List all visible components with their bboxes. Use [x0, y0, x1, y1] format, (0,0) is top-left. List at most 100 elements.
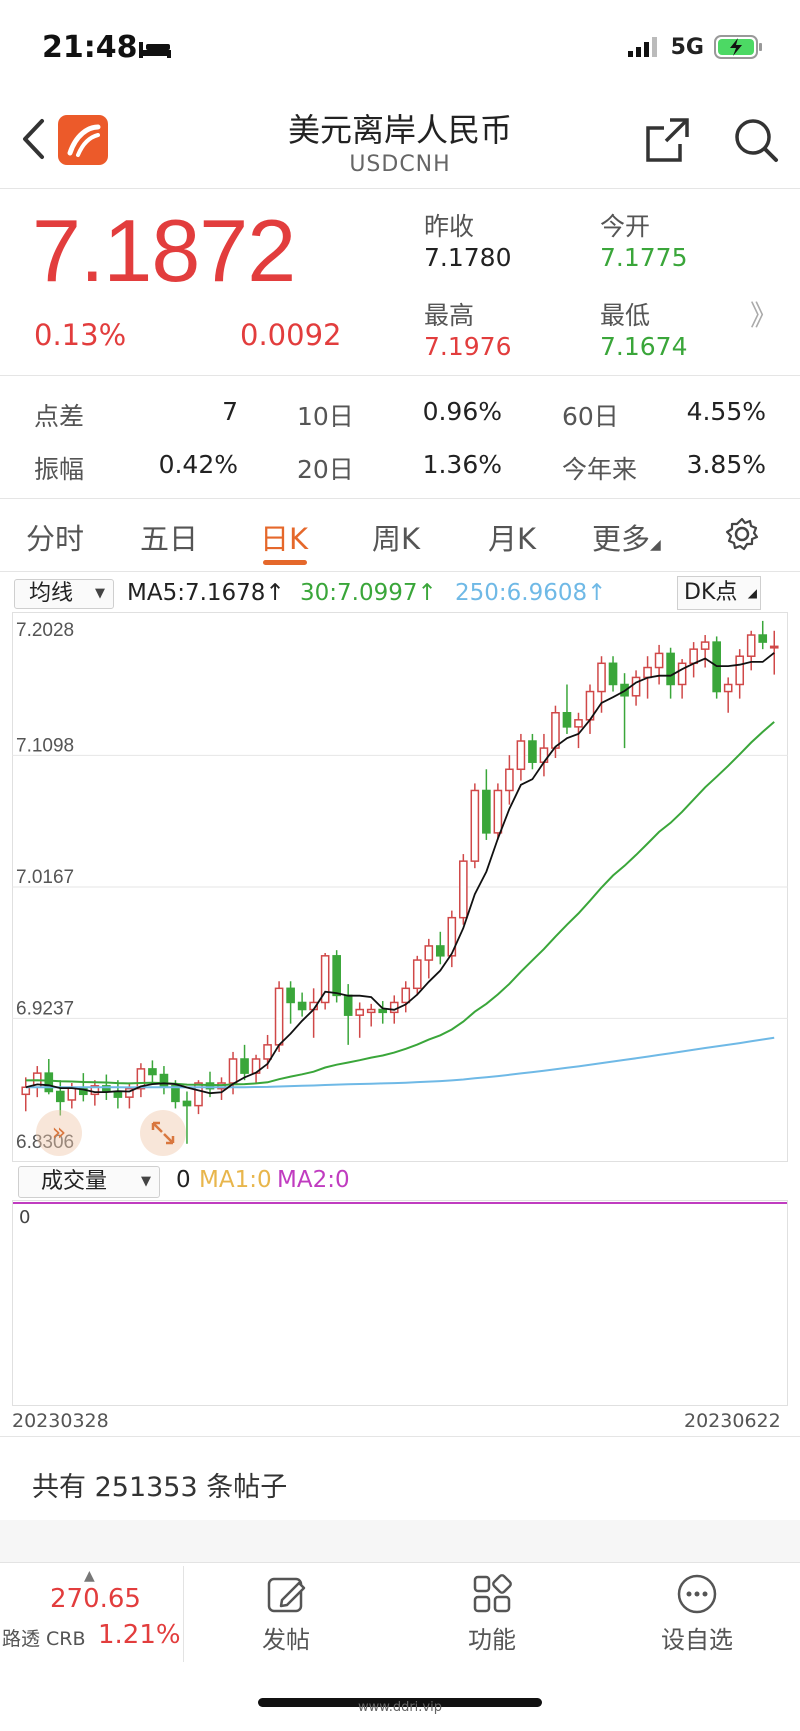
candle-up — [136, 1068, 146, 1090]
home-indicator — [258, 1698, 542, 1707]
dropdown-arrow-icon: ▼ — [95, 586, 105, 601]
candle-down — [113, 1090, 123, 1098]
functions-button[interactable]: 功能 — [468, 1626, 516, 1654]
index-name[interactable]: 路透 CRB — [2, 1628, 86, 1650]
candle-up — [551, 712, 560, 749]
index-percent[interactable]: 1.21% — [98, 1620, 181, 1650]
tab-monthly-k[interactable]: 月K — [488, 522, 537, 556]
ma2-readout: MA2:0 — [277, 1167, 350, 1193]
volume-ma-line — [13, 1202, 787, 1204]
dk-point-button[interactable]: DK点 ◢ — [677, 576, 761, 610]
ma5-readout: MA5:7.1678↑ — [127, 580, 285, 606]
y-tick-label: 6.8306 — [16, 1132, 74, 1153]
stat-value: 0.96% — [422, 397, 502, 426]
candlestick-chart[interactable]: 7.2028 7.1098 7.0167 6.9237 6.8306 — [12, 612, 788, 1162]
prev-close-label: 昨收 — [424, 212, 475, 241]
divider — [0, 571, 800, 572]
ma1-readout: MA1:0 — [199, 1167, 272, 1193]
stat-value: 3.85% — [686, 450, 766, 479]
candle-up — [643, 666, 652, 679]
active-tab-indicator — [263, 560, 307, 565]
candle-up — [21, 1086, 31, 1096]
low-label: 最低 — [600, 301, 651, 330]
candle-up — [447, 916, 457, 957]
stat-label: 今年来 — [562, 455, 638, 484]
page-title: 美元离岸人民币 — [287, 111, 512, 149]
candle-up — [412, 959, 422, 990]
candle-up — [516, 740, 526, 771]
add-watchlist-button[interactable]: 设自选 — [661, 1626, 733, 1654]
divider — [0, 1436, 800, 1437]
candle-down — [528, 740, 537, 763]
fullscreen-icon[interactable] — [140, 1110, 186, 1156]
open-value: 7.1775 — [600, 243, 688, 272]
candle-up — [700, 641, 710, 650]
indicator-select[interactable]: 均线 ▼ — [14, 579, 114, 609]
candle-down — [378, 1008, 388, 1014]
prev-close-value: 7.1780 — [424, 243, 512, 272]
candle-up — [90, 1085, 100, 1096]
candle-up — [677, 662, 687, 686]
index-value[interactable]: 270.65 — [50, 1584, 141, 1614]
functions-grid-icon[interactable] — [472, 1574, 512, 1618]
bed-icon — [138, 38, 172, 64]
up-arrow-icon: ▲ — [84, 1568, 95, 1584]
post-button[interactable]: 发帖 — [262, 1626, 310, 1654]
candle-up — [263, 1044, 272, 1060]
tab-five-day[interactable]: 五日 — [140, 522, 199, 556]
volume-chart[interactable]: 0 — [12, 1200, 788, 1406]
tab-intraday[interactable]: 分时 — [26, 522, 85, 556]
tab-more[interactable]: 更多◢ — [592, 516, 661, 558]
candle-up — [194, 1082, 203, 1107]
volume-indicator-select[interactable]: 成交量 ▼ — [18, 1166, 160, 1198]
divider — [183, 1566, 184, 1662]
candle-up — [401, 987, 411, 1004]
candle-down — [562, 712, 572, 728]
tab-daily-k[interactable]: 日K — [260, 522, 309, 556]
tab-weekly-k[interactable]: 周K — [372, 522, 421, 556]
candle-down — [666, 652, 675, 686]
y-tick-label: 7.2028 — [16, 620, 74, 641]
network-type: 5G — [670, 34, 704, 60]
candle-up — [574, 719, 583, 728]
back-icon[interactable] — [20, 118, 46, 164]
volume-readout: 0 — [176, 1167, 191, 1193]
signal-icon — [627, 37, 657, 57]
search-icon[interactable] — [732, 116, 780, 168]
caret-icon: ◢ — [650, 537, 661, 553]
y-tick-label: 7.1098 — [16, 735, 74, 756]
volume-indicator-label: 成交量 — [41, 1169, 108, 1194]
section-separator — [0, 1520, 800, 1562]
share-icon[interactable] — [644, 116, 692, 168]
stat-value: 7 — [222, 397, 238, 426]
high-value: 7.1976 — [424, 332, 512, 361]
app-logo — [58, 115, 108, 165]
corner-triangle-icon: ◢ — [747, 586, 757, 600]
last-price: 7.1872 — [32, 201, 296, 300]
divider — [0, 498, 800, 499]
candle-down — [171, 1085, 180, 1103]
more-options-icon[interactable] — [676, 1573, 718, 1619]
stat-label: 10日 — [297, 402, 354, 431]
stat-value: 1.36% — [422, 450, 502, 479]
candle-down — [758, 634, 768, 643]
watermark-text: www.ddri.vip — [358, 1700, 442, 1715]
dropdown-arrow-icon: ▼ — [141, 1174, 151, 1189]
settings-gear-icon[interactable] — [724, 516, 760, 556]
candle-up — [389, 1001, 399, 1014]
page-subtitle: USDCNH — [349, 152, 451, 177]
more-quote-icon[interactable]: 》 — [750, 299, 779, 332]
edit-post-icon[interactable] — [266, 1574, 308, 1620]
candle-up — [366, 1008, 376, 1014]
y-tick-label: 7.0167 — [16, 867, 74, 888]
change-percent: 0.13% — [34, 318, 127, 352]
candle-up — [654, 652, 664, 669]
candle-up — [735, 655, 745, 686]
candle-down — [44, 1072, 54, 1093]
battery-charging-icon — [714, 35, 762, 59]
candle-down — [608, 662, 618, 686]
status-time: 21:48 — [42, 30, 138, 65]
posts-count[interactable]: 共有 251353 条帖子 — [32, 1472, 288, 1503]
expand-left-icon[interactable]: » — [36, 1110, 82, 1156]
indicator-select-label: 均线 — [29, 581, 74, 606]
